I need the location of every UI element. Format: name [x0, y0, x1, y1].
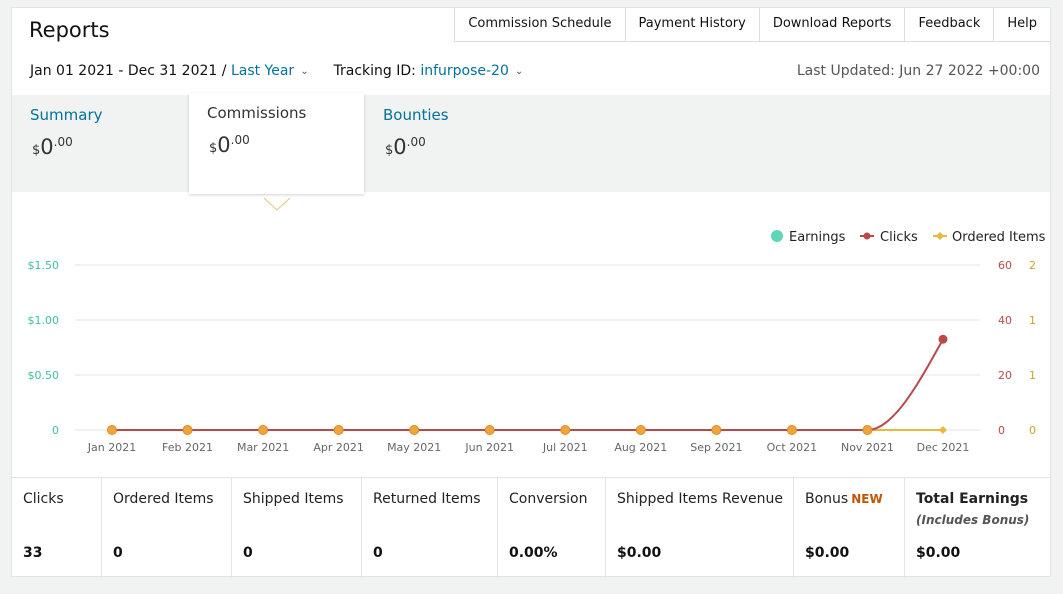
x-axis-tick: Oct 2021 — [767, 441, 818, 454]
metric-label: Shipped Items Revenue — [617, 491, 783, 507]
metric-label: Shipped Items — [243, 491, 344, 507]
data-point — [258, 425, 269, 435]
metric-total-earnings: Total Earnings (Includes Bonus) $0.00 — [905, 478, 1050, 578]
page-title: Reports — [29, 18, 110, 42]
x-axis-tick: May 2021 — [387, 441, 441, 454]
right-axis-tick: 20 — [998, 369, 1012, 382]
top-navigation: Commission Schedule Payment History Down… — [454, 8, 1050, 42]
metric-value: $0.00 — [805, 545, 850, 561]
data-point — [635, 425, 646, 435]
right-axis-tick: 60 — [998, 259, 1012, 272]
caret-down-icon — [263, 197, 291, 211]
left-axis-tick: $1.00 — [28, 314, 60, 327]
tab-summary[interactable]: Summary $0.00 — [12, 95, 187, 195]
metric-shipped-items: Shipped Items 0 — [232, 478, 362, 578]
chevron-down-icon[interactable]: ⌄ — [514, 66, 524, 77]
tab-commissions-amount: $0.00 — [209, 133, 250, 157]
tab-commissions-label: Commissions — [207, 104, 307, 122]
tab-bounties-label: Bounties — [383, 106, 449, 124]
metric-label: Ordered Items — [113, 491, 214, 507]
metric-ordered-items: Ordered Items 0 — [102, 478, 232, 578]
right-axis-2-tick: 2 — [1029, 259, 1036, 272]
nav-help[interactable]: Help — [993, 8, 1050, 42]
tab-commissions[interactable]: Commissions $0.00 — [189, 93, 364, 194]
x-axis-tick: Sep 2021 — [690, 441, 742, 454]
metric-label: Conversion — [509, 491, 588, 507]
date-range: Jan 01 2021 - Dec 31 2021 / — [30, 63, 227, 79]
data-point — [182, 425, 193, 435]
nav-payment-history[interactable]: Payment History — [624, 8, 759, 42]
new-badge: NEW — [851, 492, 883, 506]
data-point — [333, 425, 344, 435]
data-point — [786, 425, 797, 435]
tab-summary-label: Summary — [30, 106, 103, 124]
chevron-down-icon[interactable]: ⌄ — [300, 66, 309, 77]
tab-bounties-amount: $0.00 — [385, 135, 426, 159]
series-line-clicks — [112, 338, 944, 431]
data-point — [484, 425, 495, 435]
tracking-id-label: Tracking ID: — [333, 63, 416, 79]
legend-ordered-items-label: Ordered Items — [952, 230, 1046, 245]
metric-label: Returned Items — [373, 491, 481, 507]
legend-earnings-marker — [771, 230, 783, 242]
tracking-id-selector[interactable]: infurpose-20 — [420, 63, 509, 79]
right-axis-tick: 40 — [998, 314, 1012, 327]
nav-commission-schedule[interactable]: Commission Schedule — [454, 8, 625, 42]
tab-bounties[interactable]: Bounties $0.00 — [365, 95, 540, 195]
metric-conversion: Conversion 0.00% — [498, 478, 606, 578]
legend-clicks-label: Clicks — [880, 230, 918, 245]
clicks-point — [938, 334, 948, 344]
x-axis-tick: Jul 2021 — [542, 441, 588, 454]
last-updated: Last Updated: Jun 27 2022 +00:00 — [796, 63, 1040, 79]
metric-label: Bonus NEW — [805, 491, 883, 507]
right-axis-2-tick: 0 — [1029, 424, 1036, 437]
metric-returned-items: Returned Items 0 — [362, 478, 498, 578]
x-axis-tick: Jun 2021 — [464, 441, 514, 454]
reports-card: Reports Commission Schedule Payment Hist… — [11, 7, 1051, 578]
legend-earnings-label: Earnings — [789, 230, 846, 245]
left-axis-tick: 0 — [52, 424, 59, 437]
x-axis-tick: Nov 2021 — [841, 441, 894, 454]
nav-download-reports[interactable]: Download Reports — [758, 8, 905, 42]
legend-clicks-marker — [863, 232, 871, 240]
metric-value: 0 — [373, 545, 383, 561]
right-axis-tick: 0 — [998, 424, 1005, 437]
metric-shipped-items-revenue: Shipped Items Revenue $0.00 — [606, 478, 794, 578]
metric-bonus: Bonus NEW $0.00 — [794, 478, 905, 578]
period-selector[interactable]: Last Year — [230, 63, 295, 79]
x-axis-tick: Mar 2021 — [237, 441, 289, 454]
tab-summary-amount: $0.00 — [32, 135, 73, 159]
x-axis-tick: Apr 2021 — [313, 441, 364, 454]
right-axis-2-tick: 1 — [1029, 369, 1036, 382]
data-point — [107, 425, 117, 435]
data-point — [560, 425, 571, 435]
left-axis-tick: $0.50 — [28, 369, 60, 382]
date-filter-bar: Jan 01 2021 - Dec 31 2021 / Last Year ⌄ T… — [30, 63, 523, 79]
right-axis-2-tick: 1 — [1029, 314, 1036, 327]
report-tabs: Summary $0.00 Commissions $0.00 Bounties… — [12, 93, 1050, 195]
data-point — [409, 425, 420, 435]
legend-ordered-items-marker — [936, 232, 944, 240]
metric-value: 0 — [113, 545, 123, 561]
metric-label: Total Earnings — [916, 491, 1029, 507]
x-axis-tick: Dec 2021 — [917, 441, 970, 454]
x-axis-tick: Aug 2021 — [614, 441, 667, 454]
x-axis-tick: Jan 2021 — [87, 441, 136, 454]
nav-feedback[interactable]: Feedback — [904, 8, 994, 42]
metric-value: 0.00% — [509, 545, 558, 561]
metric-value: 33 — [23, 545, 43, 561]
metric-value: 0 — [243, 545, 253, 561]
data-point — [711, 425, 722, 435]
metric-label: Clicks — [23, 491, 64, 507]
x-axis-tick: Feb 2021 — [162, 441, 213, 454]
data-point — [862, 425, 873, 435]
metric-sublabel: (Includes Bonus) — [916, 513, 1030, 527]
metrics-summary: Clicks 33 Ordered Items 0 Shipped Items … — [12, 477, 1050, 578]
metric-clicks: Clicks 33 — [12, 478, 102, 578]
left-axis-tick: $1.50 — [28, 259, 60, 272]
metric-value: $0.00 — [617, 545, 662, 561]
metric-value: $0.00 — [916, 545, 961, 561]
ordered-items-point — [939, 426, 947, 434]
